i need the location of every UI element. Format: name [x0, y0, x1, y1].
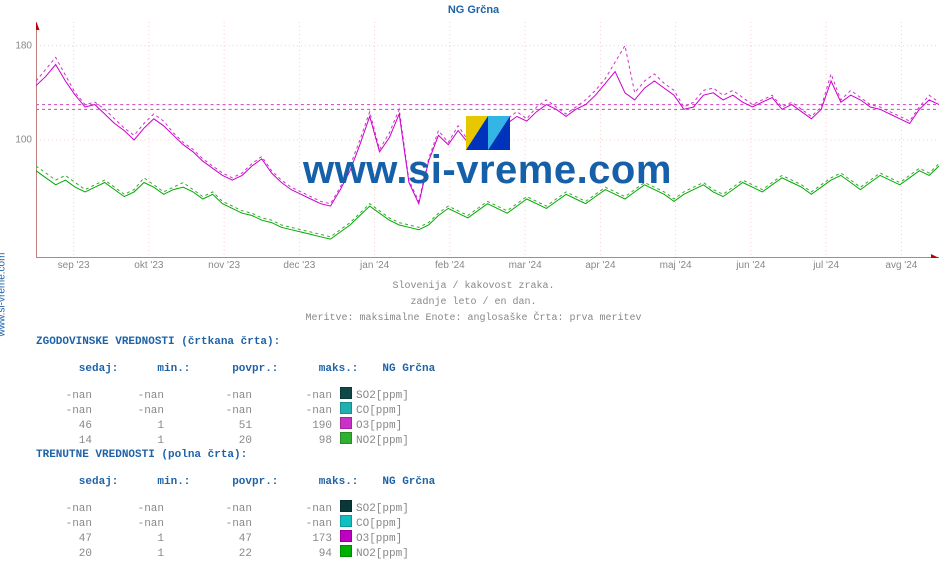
cell-sedaj: -nan	[36, 503, 92, 515]
col-sedaj: sedaj:	[62, 476, 118, 488]
table-header: sedaj:min.:povpr.:maks.: NG Grčna	[36, 348, 502, 387]
series-swatch-icon	[340, 417, 352, 429]
x-tick: nov '23	[208, 260, 240, 271]
data-tables: ZGODOVINSKE VREDNOSTI (črtkana črta): se…	[36, 336, 502, 560]
cell-sedaj: 14	[36, 435, 92, 447]
col-name: NG Grčna	[382, 476, 502, 488]
x-tick: apr '24	[585, 260, 615, 271]
cell-maks: 173	[252, 533, 332, 545]
table-row: 1412098 NO2[ppm]	[36, 432, 502, 447]
series-swatch-icon	[340, 402, 352, 414]
y-tick: 100	[15, 135, 32, 146]
cell-povpr: 51	[164, 420, 252, 432]
cell-sedaj: -nan	[36, 518, 92, 530]
x-tick: mar '24	[509, 260, 542, 271]
col-sedaj: sedaj:	[62, 363, 118, 375]
cell-maks: -nan	[252, 503, 332, 515]
x-tick: jun '24	[736, 260, 765, 271]
caption-line-2: zadnje leto / en dan.	[410, 297, 536, 308]
col-name: NG Grčna	[382, 363, 502, 375]
table-row: -nan-nan-nan-nanSO2[ppm]	[36, 500, 502, 515]
chart-caption: Slovenija / kakovost zraka. zadnje leto …	[0, 278, 947, 326]
cell-label: NO2[ppm]	[356, 435, 476, 447]
cell-maks: -nan	[252, 390, 332, 402]
cell-maks: 94	[252, 548, 332, 560]
cell-min: 1	[92, 420, 164, 432]
col-povpr: povpr.:	[190, 363, 278, 375]
y-tick: 180	[15, 40, 32, 51]
chart-area: 100180 www.si-vreme.com	[36, 22, 939, 258]
table-row: -nan-nan-nan-nanSO2[ppm]	[36, 387, 502, 402]
x-tick: avg '24	[885, 260, 917, 271]
hist-title: ZGODOVINSKE VREDNOSTI (črtkana črta):	[36, 336, 502, 348]
series-swatch-icon	[340, 545, 352, 557]
cell-label: NO2[ppm]	[356, 548, 476, 560]
series-swatch-icon	[340, 432, 352, 444]
cell-min: 1	[92, 548, 164, 560]
cell-sedaj: 46	[36, 420, 92, 432]
x-tick: sep '23	[58, 260, 90, 271]
cell-label: CO[ppm]	[356, 518, 476, 530]
cell-sedaj: 47	[36, 533, 92, 545]
x-tick: dec '23	[283, 260, 315, 271]
chart-title: NG Grčna	[0, 4, 947, 16]
cell-povpr: -nan	[164, 390, 252, 402]
col-povpr: povpr.:	[190, 476, 278, 488]
caption-line-1: Slovenija / kakovost zraka.	[392, 281, 554, 292]
series-swatch-icon	[340, 500, 352, 512]
cell-min: 1	[92, 533, 164, 545]
cell-maks: -nan	[252, 405, 332, 417]
cell-label: SO2[ppm]	[356, 390, 476, 402]
cell-povpr: 20	[164, 435, 252, 447]
table-row: 2012294 NO2[ppm]	[36, 545, 502, 560]
cell-min: -nan	[92, 518, 164, 530]
now-title: TRENUTNE VREDNOSTI (polna črta):	[36, 449, 502, 461]
cell-maks: 190	[252, 420, 332, 432]
series-swatch-icon	[340, 387, 352, 399]
cell-sedaj: 20	[36, 548, 92, 560]
cell-maks: 98	[252, 435, 332, 447]
cell-sedaj: -nan	[36, 405, 92, 417]
table-row: 47147173O3[ppm]	[36, 530, 502, 545]
col-min: min.:	[118, 476, 190, 488]
x-tick: jul '24	[813, 260, 839, 271]
cell-min: -nan	[92, 390, 164, 402]
table-header: sedaj:min.:povpr.:maks.: NG Grčna	[36, 461, 502, 500]
cell-povpr: -nan	[164, 405, 252, 417]
cell-povpr: 22	[164, 548, 252, 560]
cell-povpr: -nan	[164, 503, 252, 515]
table-row: -nan-nan-nan-nanCO[ppm]	[36, 402, 502, 417]
col-min: min.:	[118, 363, 190, 375]
col-maks: maks.:	[278, 363, 358, 375]
cell-min: -nan	[92, 503, 164, 515]
cell-label: CO[ppm]	[356, 405, 476, 417]
x-tick: maj '24	[660, 260, 692, 271]
x-axis: sep '23 okt '23 nov '23 dec '23 jan '24 feb '…	[36, 260, 939, 274]
cell-label: O3[ppm]	[356, 420, 476, 432]
cell-povpr: 47	[164, 533, 252, 545]
x-tick: feb '24	[435, 260, 465, 271]
caption-line-3: Meritve: maksimalne Enote: anglosaške Čr…	[305, 313, 641, 324]
cell-label: SO2[ppm]	[356, 503, 476, 515]
cell-min: 1	[92, 435, 164, 447]
series-swatch-icon	[340, 515, 352, 527]
x-tick: jan '24	[360, 260, 389, 271]
cell-sedaj: -nan	[36, 390, 92, 402]
table-row: 46151190 O3[ppm]	[36, 417, 502, 432]
x-tick: okt '23	[134, 260, 163, 271]
cell-povpr: -nan	[164, 518, 252, 530]
cell-min: -nan	[92, 405, 164, 417]
cell-maks: -nan	[252, 518, 332, 530]
y-axis: 100 180	[6, 22, 34, 258]
cell-label: O3[ppm]	[356, 533, 476, 545]
table-row: -nan-nan-nan-nanCO[ppm]	[36, 515, 502, 530]
col-maks: maks.:	[278, 476, 358, 488]
series-swatch-icon	[340, 530, 352, 542]
